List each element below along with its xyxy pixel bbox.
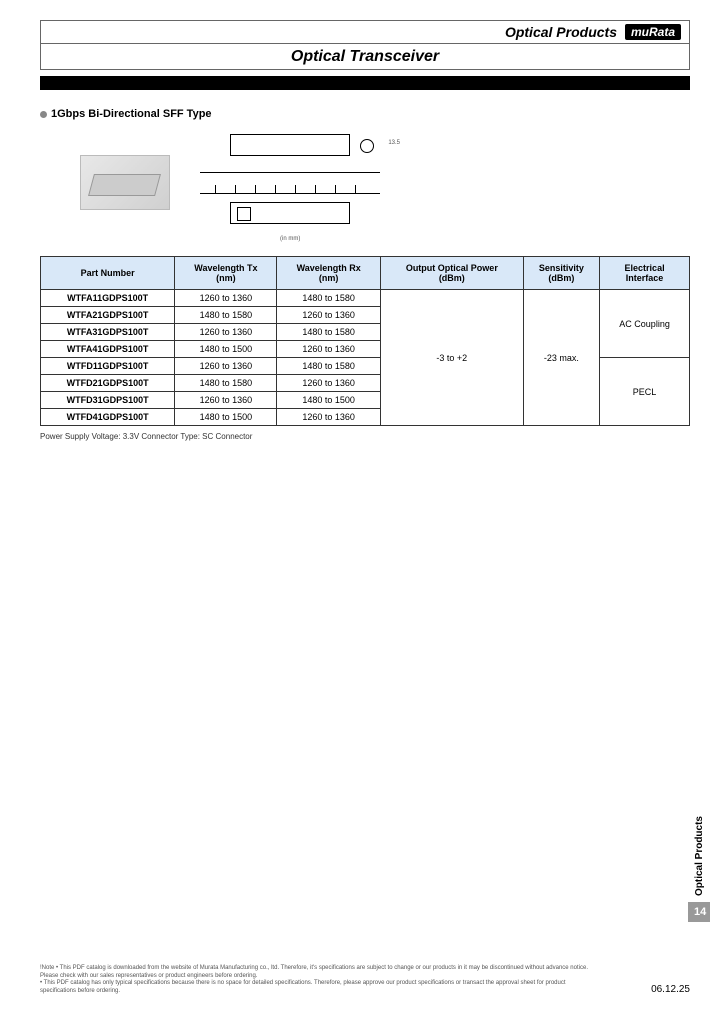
black-bar bbox=[40, 76, 690, 90]
figure-area: 13.5 (in mm) bbox=[80, 132, 690, 232]
product-photo bbox=[80, 155, 170, 210]
spec-table: Part Number Wavelength Tx(nm) Wavelength… bbox=[40, 256, 690, 426]
col-wavelength-tx: Wavelength Tx(nm) bbox=[175, 257, 277, 290]
side-tab: Optical Products 14 bbox=[688, 816, 710, 922]
footer-note-1: !Note • This PDF catalog is downloaded f… bbox=[40, 965, 600, 981]
col-wavelength-rx: Wavelength Rx(nm) bbox=[277, 257, 380, 290]
page-number: 14 bbox=[688, 902, 710, 922]
drawing-unit: (in mm) bbox=[280, 236, 300, 242]
col-output-power: Output Optical Power(dBm) bbox=[380, 257, 523, 290]
cell-interface-ac: AC Coupling bbox=[600, 290, 690, 358]
page-title: Optical Transceiver bbox=[291, 48, 439, 66]
header-bar: Optical Products muRata bbox=[40, 20, 690, 44]
category-title: Optical Products bbox=[505, 24, 617, 40]
footer: !Note • This PDF catalog is downloaded f… bbox=[40, 965, 690, 996]
dim-label: 13.5 bbox=[388, 140, 400, 146]
dimensional-drawing: 13.5 (in mm) bbox=[190, 132, 410, 232]
side-tab-label: Optical Products bbox=[694, 816, 705, 896]
cell-output-power: -3 to +2 bbox=[380, 290, 523, 426]
section-label: 1Gbps Bi-Directional SFF Type bbox=[51, 108, 212, 120]
brand-logo: muRata bbox=[625, 24, 681, 40]
table-footnote: Power Supply Voltage: 3.3V Connector Typ… bbox=[40, 432, 690, 441]
table-row: WTFA11GDPS100T 1260 to 1360 1480 to 1580… bbox=[41, 290, 690, 307]
footer-note-2: • This PDF catalog has only typical spec… bbox=[40, 980, 600, 996]
cell-interface-pecl: PECL bbox=[600, 358, 690, 426]
cell-sensitivity: -23 max. bbox=[523, 290, 599, 426]
title-box: Optical Transceiver bbox=[40, 44, 690, 70]
col-sensitivity: Sensitivity(dBm) bbox=[523, 257, 599, 290]
col-interface: ElectricalInterface bbox=[600, 257, 690, 290]
bullet-icon bbox=[40, 111, 47, 118]
col-part-number: Part Number bbox=[41, 257, 175, 290]
section-heading: 1Gbps Bi-Directional SFF Type bbox=[40, 108, 690, 120]
footer-date: 06.12.25 bbox=[651, 983, 690, 996]
